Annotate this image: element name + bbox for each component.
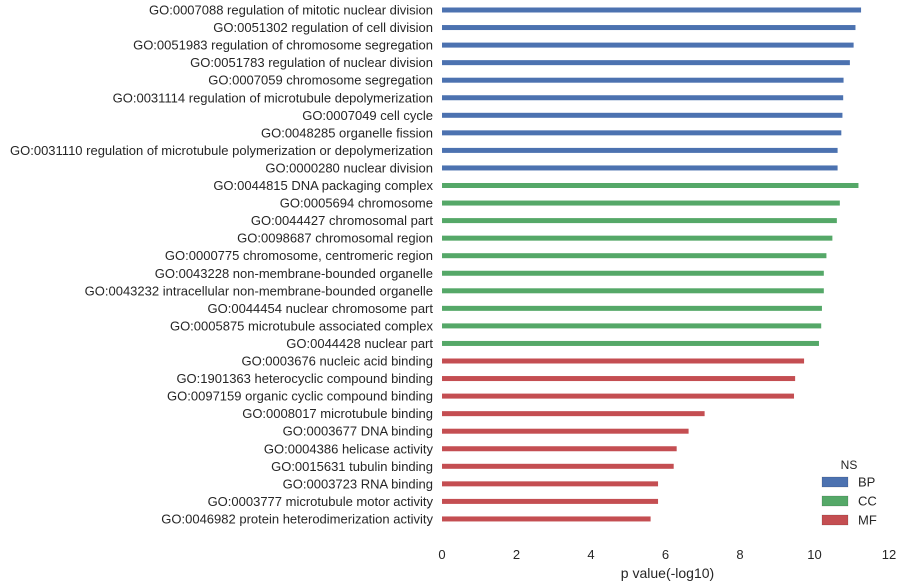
category-label: GO:1901363 heterocyclic compound binding [176, 371, 433, 386]
bar-mf [442, 428, 689, 434]
category-label: GO:0051783 regulation of nuclear divisio… [190, 55, 433, 70]
legend-label-mf: MF [858, 513, 877, 528]
category-label: GO:0044427 chromosomal part [251, 213, 433, 228]
category-label: GO:0044815 DNA packaging complex [213, 178, 433, 193]
category-label: GO:0044428 nuclear part [286, 336, 433, 351]
legend-label-bp: BP [858, 475, 875, 490]
bar-mf [442, 376, 796, 382]
bar-bp [442, 112, 843, 118]
x-tick-label: 4 [587, 547, 594, 562]
x-axis-ticks: 0 2 4 6 8 10 12 [438, 547, 896, 562]
bar-cc [442, 270, 824, 276]
bar-mf [442, 498, 659, 504]
bar-mf [442, 358, 805, 364]
category-label: GO:0031110 regulation of microtubule pol… [10, 143, 433, 158]
category-label: GO:0005875 microtubule associated comple… [170, 318, 434, 333]
bar-bp [442, 42, 854, 48]
bars [442, 7, 862, 522]
bar-cc [442, 183, 859, 188]
category-label: GO:0003777 microtubule motor activity [208, 494, 434, 509]
category-label: GO:0003723 RNA binding [283, 476, 433, 491]
bar-mf [442, 393, 795, 399]
bar-mf [442, 516, 651, 522]
bar-mf [442, 481, 659, 487]
legend-swatch-mf [821, 514, 849, 526]
bar-cc [442, 340, 819, 346]
category-label: GO:0051983 regulation of chromosome segr… [133, 38, 433, 53]
category-label: GO:0000775 chromosome, centromeric regio… [165, 248, 433, 263]
x-tick-label: 2 [513, 547, 520, 562]
category-label: GO:0003676 nucleic acid binding [241, 354, 433, 369]
bar-bp [442, 25, 856, 31]
category-label: GO:0046982 protein heterodimerization ac… [161, 511, 433, 526]
category-label: GO:0043232 intracellular non-membrane-bo… [85, 283, 433, 298]
legend-swatch-bp [821, 476, 849, 488]
category-label: GO:0007059 chromosome segregation [208, 73, 433, 88]
category-label: GO:0048285 organelle fission [261, 125, 433, 140]
bar-mf [442, 446, 677, 452]
category-label: GO:0004386 helicase activity [264, 441, 434, 456]
bar-cc [442, 323, 822, 329]
bar-bp [442, 130, 842, 136]
bar-bp [442, 60, 850, 66]
x-tick-label: 8 [736, 547, 743, 562]
bar-bp [442, 7, 862, 13]
legend-title: NS [841, 458, 858, 472]
x-axis-title: p value(-log10) [621, 565, 714, 581]
bar-mf [442, 411, 705, 417]
x-tick-label: 6 [662, 547, 669, 562]
legend-label-cc: CC [858, 494, 877, 509]
legend-swatch-cc [821, 495, 849, 507]
bar-cc [442, 288, 824, 294]
bar-bp [442, 95, 844, 101]
category-label: GO:0015631 tubulin binding [271, 459, 433, 474]
bar-cc [442, 200, 840, 206]
x-tick-label: 12 [882, 547, 896, 562]
bar-bp [442, 77, 844, 83]
category-label: GO:0008017 microtubule binding [242, 406, 433, 421]
category-label: GO:0044454 nuclear chromosome part [208, 301, 434, 316]
category-label: GO:0007049 cell cycle [302, 108, 433, 123]
category-label: GO:0007088 regulation of mitotic nuclear… [149, 3, 433, 18]
category-label: GO:0003677 DNA binding [283, 424, 433, 439]
bar-bp [442, 165, 838, 171]
bar-cc [442, 305, 822, 311]
x-tick-label: 0 [438, 547, 445, 562]
category-label: GO:0000280 nuclear division [265, 160, 433, 175]
x-tick-label: 10 [807, 547, 821, 562]
category-label: GO:0005694 chromosome [280, 196, 433, 211]
bar-bp [442, 147, 838, 153]
category-label: GO:0031114 regulation of microtubule dep… [113, 90, 433, 105]
legend: NS BP CC MF [821, 458, 877, 528]
category-labels: GO:0007088 regulation of mitotic nuclear… [10, 3, 433, 527]
category-label: GO:0043228 non-membrane-bounded organell… [155, 266, 433, 281]
bar-cc [442, 218, 837, 224]
bar-cc [442, 235, 833, 241]
category-label: GO:0051302 regulation of cell division [213, 20, 433, 35]
category-label: GO:0098687 chromosomal region [237, 231, 433, 246]
bar-mf [442, 463, 674, 469]
category-label: GO:0097159 organic cyclic compound bindi… [167, 389, 433, 404]
bar-cc [442, 253, 827, 259]
